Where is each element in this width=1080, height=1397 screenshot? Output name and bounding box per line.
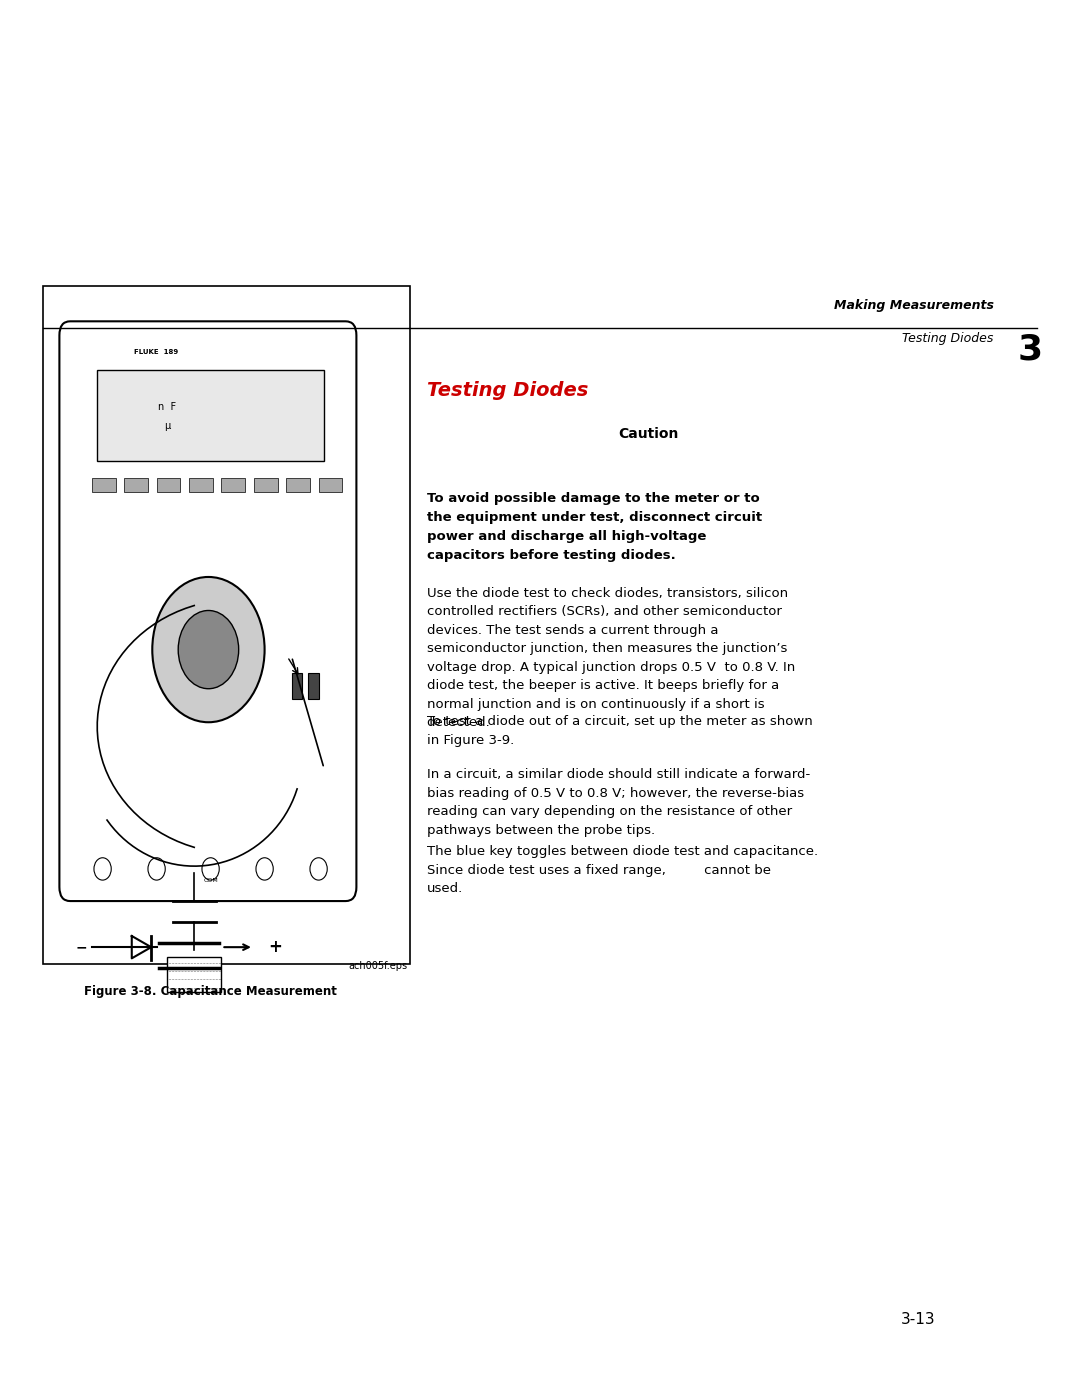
Bar xyxy=(43,286,410,964)
Text: To test a diode out of a circuit, set up the meter as shown
in Figure 3-9.: To test a diode out of a circuit, set up… xyxy=(427,715,812,747)
Text: Testing Diodes: Testing Diodes xyxy=(902,332,994,345)
Text: Caution: Caution xyxy=(618,427,678,441)
Bar xyxy=(319,478,342,492)
Text: Making Measurements: Making Measurements xyxy=(834,299,994,312)
Bar xyxy=(308,673,319,698)
Circle shape xyxy=(178,610,239,689)
Text: 3-13: 3-13 xyxy=(901,1312,935,1327)
Text: Use the diode test to check diodes, transistors, silicon
controlled rectifiers (: Use the diode test to check diodes, tran… xyxy=(427,587,795,729)
Circle shape xyxy=(202,858,219,880)
Bar xyxy=(286,478,310,492)
Text: +: + xyxy=(269,939,282,956)
Circle shape xyxy=(256,858,273,880)
Text: The blue key toggles between diode test and capacitance.
Since diode test uses a: The blue key toggles between diode test … xyxy=(427,845,818,895)
Text: n  F: n F xyxy=(159,402,176,412)
Bar xyxy=(167,957,221,992)
Bar xyxy=(221,478,245,492)
FancyBboxPatch shape xyxy=(59,321,356,901)
Circle shape xyxy=(94,858,111,880)
Text: 3: 3 xyxy=(1017,332,1042,366)
Bar xyxy=(97,370,324,461)
Text: COM: COM xyxy=(203,877,218,883)
Text: Figure 3-8. Capacitance Measurement: Figure 3-8. Capacitance Measurement xyxy=(84,985,337,997)
Circle shape xyxy=(310,858,327,880)
Text: In a circuit, a similar diode should still indicate a forward-
bias reading of 0: In a circuit, a similar diode should sti… xyxy=(427,768,810,837)
Bar xyxy=(92,478,116,492)
Text: FLUKE  189: FLUKE 189 xyxy=(135,349,178,355)
Text: −: − xyxy=(76,940,86,954)
Bar xyxy=(292,673,302,698)
Text: μ: μ xyxy=(164,420,171,432)
Circle shape xyxy=(152,577,265,722)
Bar xyxy=(157,478,180,492)
Text: To avoid possible damage to the meter or to
the equipment under test, disconnect: To avoid possible damage to the meter or… xyxy=(427,492,761,562)
Text: ach005f.eps: ach005f.eps xyxy=(349,961,407,971)
Bar xyxy=(124,478,148,492)
Bar xyxy=(254,478,278,492)
Circle shape xyxy=(148,858,165,880)
Text: Testing Diodes: Testing Diodes xyxy=(427,381,588,401)
Bar xyxy=(189,478,213,492)
